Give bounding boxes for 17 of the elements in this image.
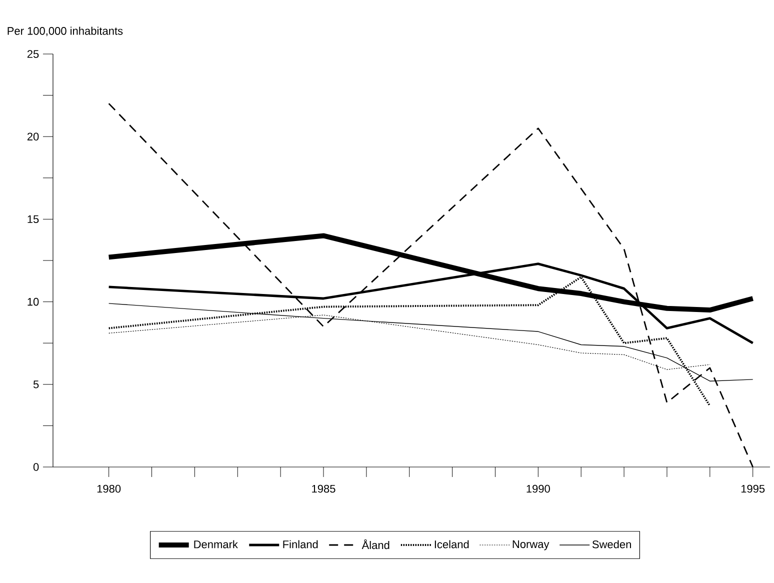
x-tick-label: 1980	[97, 484, 121, 493]
legend-label: Denmark	[194, 540, 238, 548]
y-tick-label: 0	[33, 463, 39, 471]
y-axis-title: Per 100,000 inhabitants	[8, 26, 123, 36]
legend-label: Norway	[512, 540, 550, 550]
y-tick-label: 5	[33, 380, 39, 388]
legend-label: Iceland	[434, 540, 469, 548]
y-tick-label: 15	[28, 215, 39, 224]
x-tick-label: 1985	[312, 484, 336, 493]
x-tick-label: 1995	[741, 484, 765, 493]
x-tick-label: 1990	[526, 484, 550, 493]
y-tick-label: 20	[27, 132, 39, 140]
legend-label: Finland	[283, 540, 318, 548]
legend-label: Åland	[362, 539, 390, 550]
y-tick-label: 25	[27, 50, 39, 58]
legend-label: Sweden	[592, 540, 631, 548]
y-tick-label: 10	[28, 298, 39, 306]
